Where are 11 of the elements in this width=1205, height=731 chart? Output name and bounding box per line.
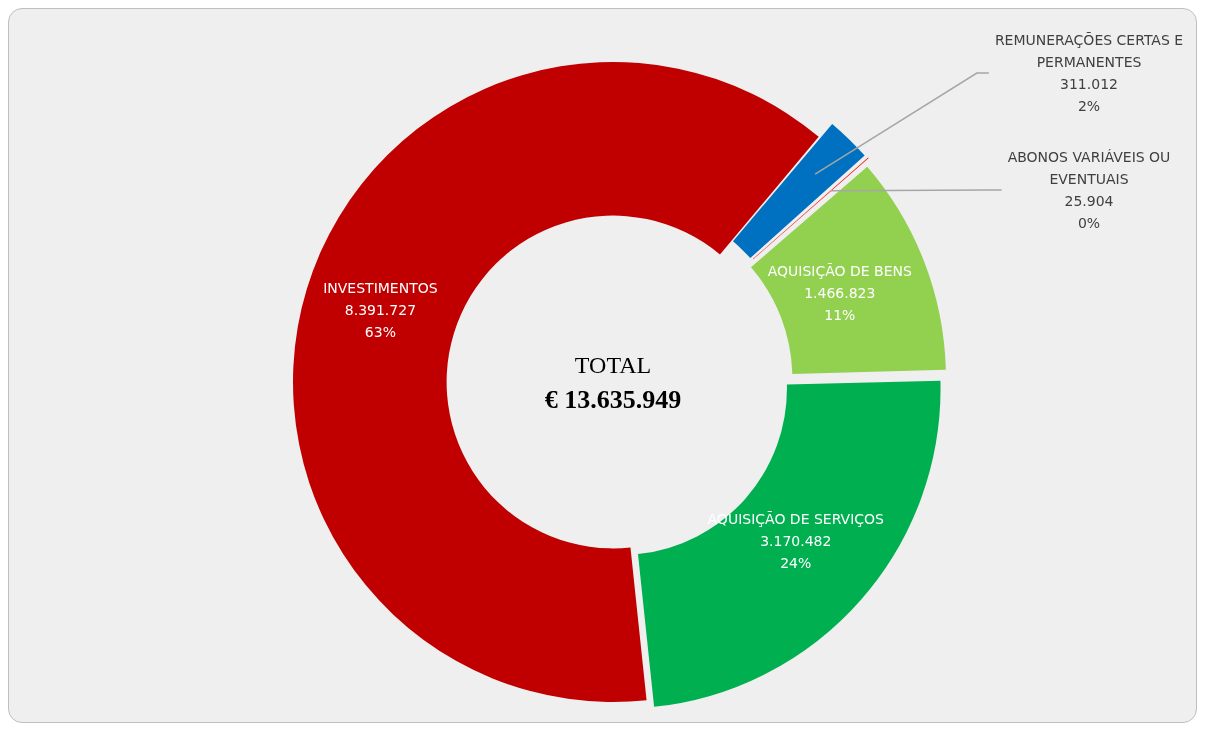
slice-label: AQUISIÇÃO DE BENS: [767, 262, 912, 279]
text: TOTAL: [574, 352, 652, 379]
text: € 13.635.949: [544, 384, 682, 414]
data-label: 3.170.482 24%: [760, 533, 832, 572]
data-label: 25.904 0%: [1064, 192, 1114, 231]
slice-label: ABONOS VARIÁVEIS OU EVENTUAIS: [1007, 148, 1171, 187]
data-label: 8.391.727 63%: [344, 301, 417, 340]
slice-label: INVESTIMENTOS: [323, 279, 438, 296]
data-label: 1.466.823 11%: [804, 284, 876, 323]
data-label: 311.012 2%: [1060, 75, 1118, 114]
slice-label: REMUNERAÇÕES CERTAS E PERMANENTES: [994, 31, 1184, 70]
